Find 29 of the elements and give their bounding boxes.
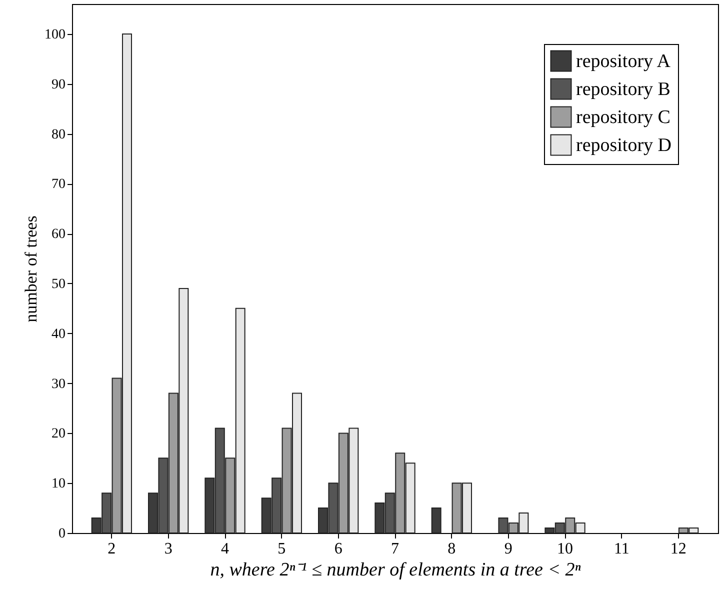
legend-label: repository B (576, 79, 670, 100)
y-tick-label: 80 (52, 127, 66, 142)
y-axis-title: number of trees (22, 216, 40, 322)
legend-label: repository A (576, 51, 671, 72)
x-tick-label: 3 (164, 540, 172, 558)
x-tick-label: 5 (278, 540, 286, 558)
x-tick-label: 11 (614, 540, 630, 558)
legend-label: repository C (576, 107, 670, 128)
y-tick-label: 70 (52, 177, 66, 192)
y-tick-label: 50 (52, 276, 66, 292)
x-tick-label: 8 (448, 540, 456, 558)
y-tick-label: 100 (44, 27, 66, 42)
y-tick-label: 60 (52, 227, 66, 242)
x-tick-label: 12 (670, 540, 686, 558)
y-tick-label: 0 (58, 526, 66, 542)
y-tick-label: 10 (52, 476, 66, 492)
x-tick-label: 7 (391, 540, 399, 558)
x-tick-label: 10 (557, 540, 573, 558)
bar (431, 508, 442, 534)
x-tick-label: 2 (108, 540, 116, 558)
x-tick-label: 4 (221, 540, 229, 558)
x-tick-label: 9 (504, 540, 512, 558)
y-tick-label: 20 (52, 426, 66, 442)
x-tick-label: 6 (334, 540, 342, 558)
y-tick-label: 40 (52, 326, 66, 342)
y-tick-label: 30 (52, 376, 66, 392)
legend-label: repository D (576, 135, 672, 156)
x-axis-title: n, where 2ⁿ⁻¹ ≤ number of elements in a tree < 2ⁿ (210, 560, 581, 580)
y-tick-label: 90 (52, 77, 66, 92)
